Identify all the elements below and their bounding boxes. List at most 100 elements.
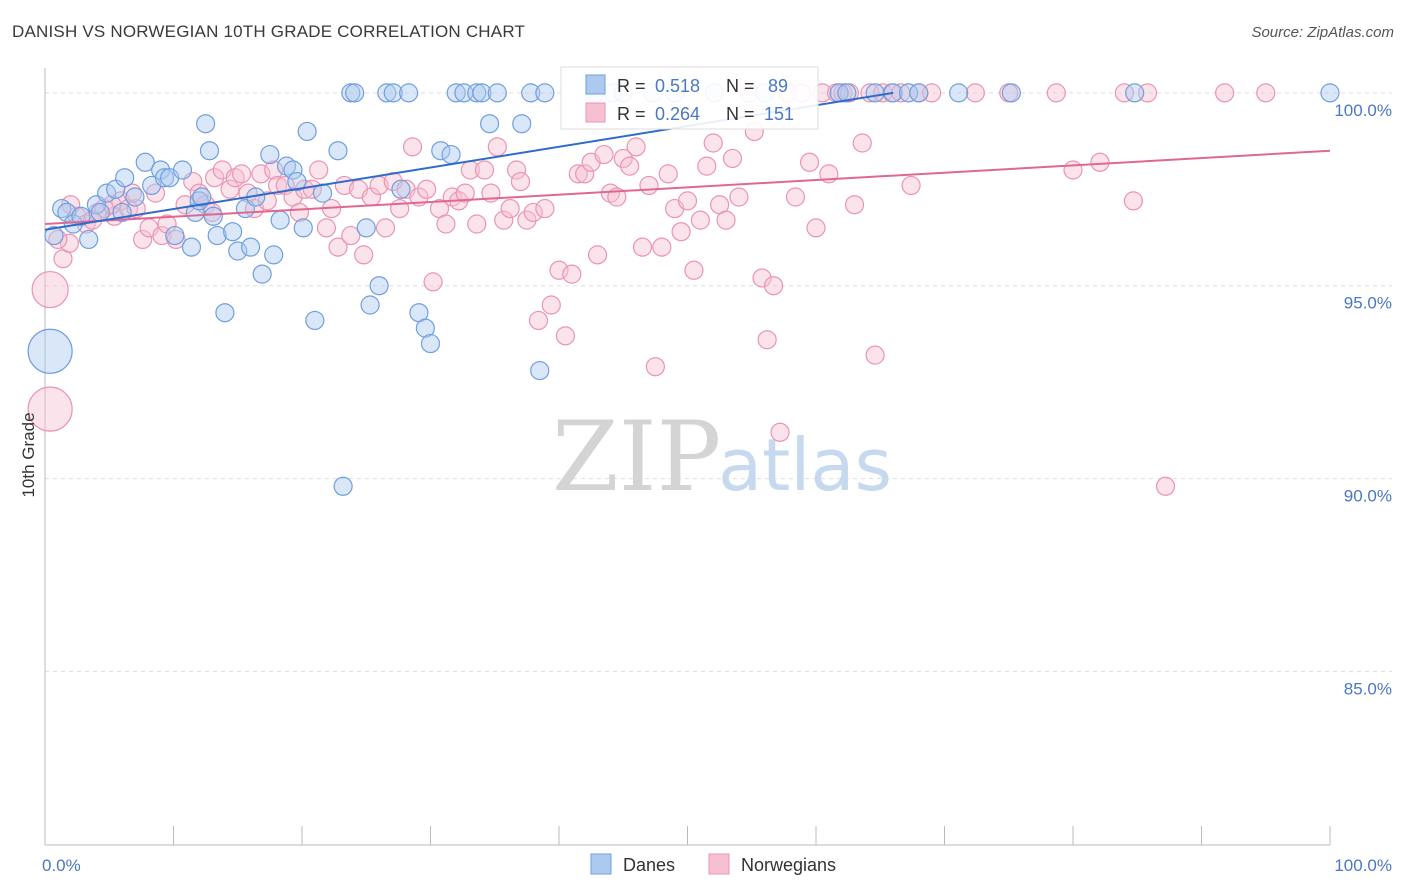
norwegians-point-131 (965, 83, 985, 103)
norwegians-point-53 (402, 137, 423, 157)
y-tick-label-3: 85.0% (1344, 679, 1392, 698)
norwegians-point-76 (549, 260, 569, 280)
norwegians-point-96 (677, 191, 698, 211)
danes-point-83 (898, 83, 919, 103)
danes-point-56 (399, 83, 419, 103)
danes-point-47 (333, 476, 353, 496)
norwegians-point-91 (645, 357, 665, 377)
danes-n-value: 89 (768, 76, 788, 96)
danes-point-46 (328, 141, 348, 161)
norwegians-point-135 (1090, 152, 1110, 172)
norwegians-point-134 (1063, 160, 1083, 180)
danes-point-54 (383, 83, 403, 103)
danes-point-28 (207, 225, 227, 246)
y-tick-label-1: 95.0% (1344, 294, 1392, 313)
legend-swatch-danes (590, 853, 612, 875)
norwegians-point-83 (594, 144, 614, 165)
danes-point-41 (287, 171, 307, 192)
norwegians-point-114 (799, 152, 820, 172)
norwegians-point-64 (474, 160, 495, 180)
danes-point-24 (192, 187, 212, 207)
norwegians-point-63 (467, 214, 487, 234)
norwegians-point-36 (289, 202, 310, 223)
norwegians-points (27, 83, 1276, 496)
danes-point-52 (369, 276, 389, 296)
norwegians-point-23 (205, 168, 225, 188)
norwegians-point-56 (423, 272, 443, 292)
danes-point-84 (909, 83, 929, 103)
norwegians-point-128 (901, 175, 921, 196)
norwegians-point-75 (541, 295, 561, 315)
danes-point-0 (27, 328, 73, 374)
norwegians-point-88 (626, 137, 646, 157)
watermark-zip: ZIP (552, 401, 721, 513)
norwegians-point-12 (133, 229, 153, 250)
norwegians-point-121 (844, 195, 865, 215)
norwegians-point-107 (752, 268, 772, 288)
norwegians-trend-line (44, 149, 1331, 225)
danes-point-55 (391, 179, 411, 199)
norwegians-point-103 (722, 148, 743, 169)
danes-point-62 (446, 83, 466, 103)
danes-point-53 (377, 83, 397, 103)
danes-n-label: N = (726, 76, 755, 96)
norwegians-point-97 (684, 260, 704, 280)
norwegians-point-39 (309, 160, 329, 180)
norwegians-r-value: 0.264 (655, 104, 700, 124)
danes-points (27, 83, 1340, 496)
danes-point-58 (415, 318, 435, 338)
norwegians-point-104 (729, 187, 749, 207)
norwegians-point-77 (555, 326, 576, 346)
norwegians-r-label: R = (617, 104, 646, 124)
danes-point-35 (252, 264, 272, 284)
norwegians-point-33 (267, 175, 288, 196)
norwegians-point-27 (232, 164, 252, 184)
danes-point-21 (181, 237, 202, 257)
norwegians-point-110 (770, 422, 790, 442)
danes-stat-swatch (585, 74, 606, 95)
danes-point-65 (472, 83, 492, 103)
norwegians-point-40 (316, 218, 337, 238)
legend-swatch-norwegians (708, 853, 730, 875)
norwegians-stat-swatch (585, 102, 606, 123)
norwegians-point-93 (658, 164, 678, 184)
norwegians-point-32 (264, 160, 284, 180)
norwegians-point-73 (528, 310, 549, 331)
norwegians-point-80 (575, 164, 595, 184)
x-tick-label-0: 0.0% (42, 856, 81, 875)
norwegians-point-87 (620, 156, 640, 176)
danes-point-19 (165, 225, 185, 246)
danes-point-50 (356, 218, 376, 238)
danes-point-87 (1125, 83, 1145, 103)
norwegians-point-3 (59, 233, 80, 253)
norwegians-point-108 (757, 330, 777, 350)
danes-point-68 (512, 114, 532, 134)
norwegians-point-25 (220, 179, 240, 199)
danes-point-61 (441, 144, 461, 165)
norwegians-point-55 (417, 179, 437, 199)
danes-point-29 (215, 303, 235, 323)
norwegians-point-136 (1114, 83, 1135, 103)
norwegians-point-98 (690, 210, 710, 230)
norwegians-point-90 (639, 175, 659, 196)
danes-point-70 (530, 360, 550, 381)
norwegians-point-141 (1256, 83, 1276, 103)
norwegians-point-66 (487, 137, 507, 157)
norwegians-point-67 (494, 210, 514, 230)
danes-point-17 (154, 168, 175, 188)
danes-point-2 (52, 198, 72, 219)
norwegians-n-value: 151 (764, 104, 794, 124)
norwegians-point-102 (716, 210, 736, 230)
danes-point-64 (467, 83, 487, 103)
danes-point-88 (1320, 83, 1340, 103)
norwegians-point-74 (535, 198, 555, 219)
danes-point-67 (487, 83, 507, 103)
watermark-atlas: atlas (718, 423, 892, 507)
danes-point-27 (203, 206, 223, 226)
norwegians-point-70 (510, 171, 531, 192)
danes-point-40 (283, 160, 303, 180)
norwegians-point-44 (341, 225, 361, 246)
danes-point-81 (865, 83, 885, 103)
norwegians-point-51 (390, 198, 410, 219)
